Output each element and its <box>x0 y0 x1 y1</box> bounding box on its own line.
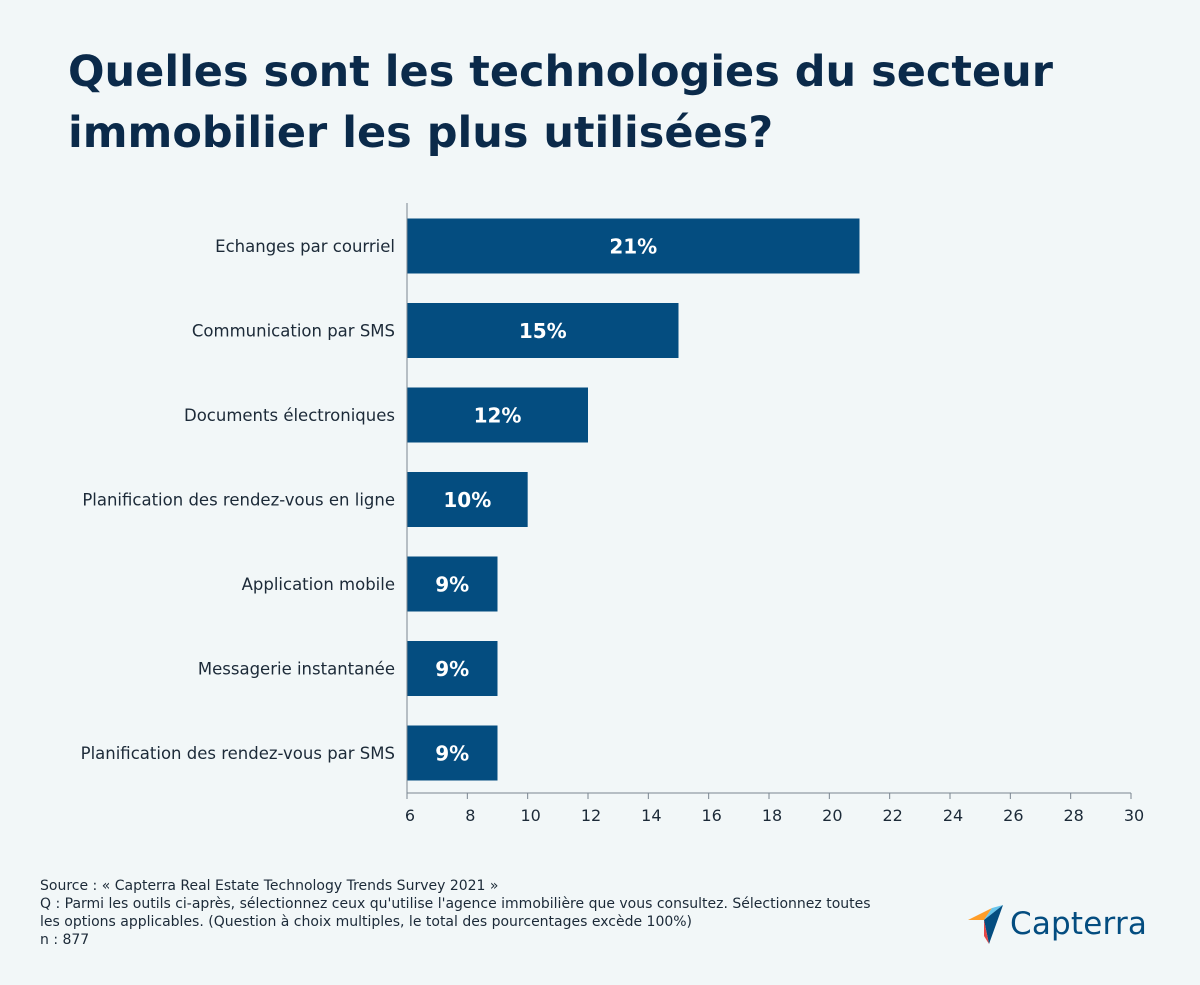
source-note: Source : « Capterra Real Estate Technolo… <box>40 878 499 894</box>
bar-2 <box>407 387 588 443</box>
x-tick-label-2: 10 <box>520 806 540 825</box>
value-label-6: 9% <box>435 742 469 766</box>
sample-size-note: n : 877 <box>40 932 90 948</box>
bar-5 <box>407 641 498 696</box>
value-label-4: 9% <box>435 573 469 597</box>
bar-0 <box>407 218 860 274</box>
value-label-5: 9% <box>435 657 469 681</box>
capterra-arrow-icon <box>968 905 1003 944</box>
category-label-5: Messagerie instantanée <box>198 660 395 679</box>
x-tick-label-10: 26 <box>1003 806 1023 825</box>
capterra-wordmark: Capterra <box>1010 906 1148 942</box>
bar-chart: 6 8 10 12 14 16 18 20 22 24 26 28 30 Echanges par co… <box>81 203 1144 825</box>
bars-layer <box>407 218 860 781</box>
bar-1 <box>407 303 679 358</box>
x-tick-label-4: 14 <box>641 806 661 825</box>
value-label-1: 15% <box>519 319 567 343</box>
category-label-0: Echanges par courriel <box>215 237 395 256</box>
x-tick-label-12: 30 <box>1124 806 1144 825</box>
value-labels-layer: 21% 15% 12% 10% 9% 9% 9% <box>435 235 657 766</box>
question-note-line-2: les options applicables. (Question à cho… <box>40 914 693 930</box>
footnote: Source : « Capterra Real Estate Technolo… <box>40 877 940 949</box>
category-labels-layer: Echanges par courriel Communication par S… <box>81 237 395 763</box>
bar-4 <box>407 556 498 612</box>
value-label-3: 10% <box>443 488 491 512</box>
x-tick-label-3: 12 <box>581 806 601 825</box>
question-note-line-1: Q : Parmi les outils ci-après, sélection… <box>40 896 871 912</box>
category-label-1: Communication par SMS <box>192 322 395 341</box>
category-label-6: Planification des rendez-vous par SMS <box>81 744 395 763</box>
x-tick-label-11: 28 <box>1063 806 1083 825</box>
chart-title: Quelles sont les technologies du secteur… <box>68 47 1053 158</box>
category-label-4: Application mobile <box>242 575 395 594</box>
x-tick-label-9: 24 <box>943 806 963 825</box>
value-label-2: 12% <box>474 404 522 428</box>
bar-3 <box>407 472 528 527</box>
category-label-2: Documents électroniques <box>184 406 395 425</box>
x-tick-label-1: 8 <box>465 806 475 825</box>
bar-6 <box>407 725 498 781</box>
capterra-logo: Capterra <box>966 902 1147 946</box>
x-tick-label-7: 20 <box>822 806 842 825</box>
x-tick-label-6: 18 <box>762 806 782 825</box>
x-tick-label-0: 6 <box>405 806 415 825</box>
x-tick-label-8: 22 <box>882 806 902 825</box>
ticks-layer: 6 8 10 12 14 16 18 20 22 24 26 28 30 <box>405 793 1144 825</box>
value-label-0: 21% <box>609 235 657 259</box>
x-tick-label-5: 16 <box>701 806 721 825</box>
category-label-3: Planification des rendez-vous en ligne <box>82 491 395 510</box>
